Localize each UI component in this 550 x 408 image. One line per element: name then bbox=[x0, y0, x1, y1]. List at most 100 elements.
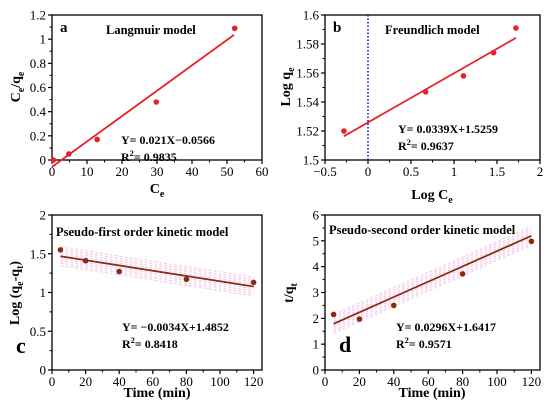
y-axis-label: t/qt bbox=[282, 283, 300, 303]
x-tick-label: −0.5 bbox=[313, 164, 337, 179]
data-point bbox=[66, 151, 72, 157]
data-point bbox=[528, 238, 535, 245]
y-tick-label: 3 bbox=[313, 285, 320, 300]
x-tick-label: 20 bbox=[79, 374, 92, 389]
panel-label: a bbox=[60, 20, 68, 36]
x-tick-label: 10 bbox=[81, 164, 94, 179]
y-tick-label: 5 bbox=[313, 233, 320, 248]
y-tick-label: 0.4 bbox=[30, 104, 47, 119]
data-point bbox=[94, 136, 100, 143]
data-point bbox=[116, 268, 122, 275]
x-tick-label: 0 bbox=[322, 374, 329, 389]
y-tick-label: 1 bbox=[313, 337, 320, 352]
x-tick-label: 1.5 bbox=[489, 164, 505, 179]
y-tick-label: 1.5 bbox=[30, 246, 46, 261]
x-tick-label: 80 bbox=[180, 374, 193, 389]
panel-label: c bbox=[16, 333, 26, 358]
r-squared: R2= 0.9571 bbox=[396, 335, 452, 351]
x-tick-label: 120 bbox=[522, 374, 542, 389]
fit-line bbox=[51, 34, 235, 168]
fit-line bbox=[333, 235, 532, 325]
x-tick-label: 30 bbox=[151, 164, 164, 179]
fit-equation: Y= 0.0296X+1.6417 bbox=[396, 320, 496, 334]
data-point bbox=[57, 247, 64, 253]
y-tick-label: 0 bbox=[313, 363, 320, 378]
y-tick-label: 1.54 bbox=[296, 95, 319, 110]
data-point bbox=[356, 316, 363, 322]
y-tick-label: 0.8 bbox=[30, 56, 46, 71]
y-tick-label: 0 bbox=[40, 153, 47, 168]
y-tick-label: 0 bbox=[40, 363, 47, 378]
data-point bbox=[513, 25, 519, 31]
y-tick-label: 1.2 bbox=[30, 8, 46, 23]
chart-title: Freundlich model bbox=[385, 23, 480, 37]
y-tick-label: 1.56 bbox=[296, 66, 319, 81]
chart-title: Langmuir model bbox=[106, 23, 196, 37]
y-tick-label: 0.5 bbox=[30, 324, 46, 339]
x-axis-label: Ce bbox=[150, 182, 165, 200]
data-point bbox=[250, 279, 257, 286]
data-point bbox=[490, 49, 497, 56]
fit-equation: Y= 0.021X−0.0566 bbox=[121, 133, 215, 147]
x-axis-label: Log Ce bbox=[411, 188, 453, 206]
x-tick-label: 80 bbox=[456, 374, 469, 389]
x-tick-label: 100 bbox=[210, 374, 230, 389]
panel-c: 0 20 40 60 80 100 120 0 0.5 1 1.5 2 c Pseudo-first or… bbox=[8, 208, 263, 402]
fit-line bbox=[60, 255, 254, 288]
x-tick-label: 0.5 bbox=[403, 164, 419, 179]
panel-label: d bbox=[339, 332, 351, 357]
y-tick-label: 4 bbox=[313, 259, 320, 274]
x-tick-label: 100 bbox=[487, 374, 507, 389]
x-tick-label: 120 bbox=[244, 374, 264, 389]
x-tick-label: 0 bbox=[365, 164, 372, 179]
x-tick-label: 50 bbox=[221, 164, 234, 179]
fit-line bbox=[343, 37, 517, 137]
data-point bbox=[82, 257, 89, 264]
fit-equation: Y= −0.0034X+1.4852 bbox=[122, 320, 229, 334]
panel-d: 0 20 40 60 80 100 120 0 1 2 3 4 5 6 d Pseudo-second ord… bbox=[282, 208, 541, 402]
x-tick-label: 40 bbox=[186, 164, 199, 179]
y-tick-label: 1.6 bbox=[303, 8, 320, 23]
data-point bbox=[183, 276, 190, 283]
data-point bbox=[330, 311, 337, 318]
y-tick-label: 2 bbox=[40, 208, 47, 223]
y-tick-label: 6 bbox=[313, 208, 320, 223]
r-squared: R2= 0.9835 bbox=[121, 148, 177, 164]
y-tick-label: 0.6 bbox=[30, 80, 47, 95]
y-tick-label: 0.2 bbox=[30, 128, 46, 143]
x-tick-label: 60 bbox=[256, 164, 269, 179]
data-point bbox=[50, 157, 57, 163]
r-squared: R2= 0.8418 bbox=[122, 335, 178, 351]
x-tick-label: 40 bbox=[113, 374, 126, 389]
x-tick-label: 20 bbox=[353, 374, 366, 389]
x-tick-label: 2 bbox=[537, 164, 544, 179]
y-tick-label: 2 bbox=[313, 311, 320, 326]
y-tick-label: 1 bbox=[40, 285, 47, 300]
r-squared: R2= 0.9637 bbox=[398, 137, 454, 153]
x-tick-label: 0 bbox=[49, 374, 56, 389]
y-tick-label: 1.5 bbox=[303, 153, 319, 168]
data-point bbox=[460, 73, 467, 79]
x-axis-label: Time (min) bbox=[398, 386, 465, 401]
x-tick-label: 60 bbox=[146, 374, 159, 389]
data-point bbox=[153, 99, 160, 105]
chart-title: Pseudo-second order kinetic model bbox=[329, 223, 516, 237]
x-axis-label: Time (min) bbox=[123, 386, 190, 401]
fit-equation: Y= 0.0339X+1.5259 bbox=[398, 122, 498, 136]
chart-title: Pseudo-first order kinetic model bbox=[56, 225, 229, 239]
x-tick-label: 40 bbox=[387, 374, 400, 389]
y-axis-label: Ce/qe bbox=[9, 71, 27, 102]
data-point bbox=[341, 128, 347, 134]
x-tick-label: 1 bbox=[451, 164, 458, 179]
data-point bbox=[422, 89, 429, 95]
y-tick-label: 1 bbox=[40, 32, 47, 47]
y-tick-label: 1.58 bbox=[296, 37, 319, 52]
data-point bbox=[231, 25, 238, 32]
y-tick-label: 1.52 bbox=[296, 124, 319, 139]
data-point bbox=[391, 302, 397, 309]
x-tick-label: 0 bbox=[49, 164, 56, 179]
data-point bbox=[459, 271, 466, 277]
y-axis-label: Log (qe-qt) bbox=[8, 261, 26, 326]
panel-a: 0 10 20 30 40 50 60 0 0.2 0.4 0.6 0.8 1 1.2 a Langmuir … bbox=[9, 8, 269, 201]
